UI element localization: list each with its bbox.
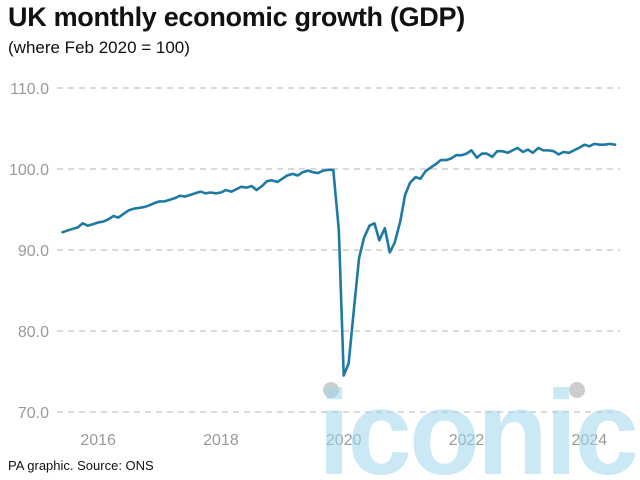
x-tick-label: 2020 bbox=[326, 432, 362, 449]
source-note: PA graphic. Source: ONS bbox=[8, 458, 154, 473]
chart-subtitle: (where Feb 2020 = 100) bbox=[8, 38, 190, 57]
gdp-series-line bbox=[61, 142, 617, 377]
watermark-text: iconic bbox=[318, 366, 636, 480]
watermark-dot-left bbox=[323, 382, 339, 398]
y-tick-label: 110.0 bbox=[10, 81, 49, 98]
x-tick-label: 2016 bbox=[80, 432, 116, 449]
x-tick-label: 2024 bbox=[572, 432, 608, 449]
gridlines bbox=[57, 87, 620, 413]
y-tick-label: 100.0 bbox=[9, 162, 49, 179]
series-layer bbox=[61, 142, 617, 377]
x-tick-label: 2022 bbox=[449, 432, 485, 449]
watermark-dot-right bbox=[569, 382, 585, 398]
y-tick-label: 80.0 bbox=[18, 324, 49, 341]
y-tick-label: 90.0 bbox=[18, 243, 49, 260]
page-title: UK monthly economic growth (GDP) bbox=[8, 2, 465, 32]
watermark: iconic bbox=[318, 366, 639, 480]
x-tick-label: 2018 bbox=[203, 432, 239, 449]
y-tick-label: 70.0 bbox=[18, 405, 49, 422]
y-axis-ticks: 70.0 80.0 90.0 100.0 110.0 bbox=[9, 81, 49, 422]
x-axis-ticks: 2016 2018 2020 2022 2024 bbox=[80, 432, 607, 449]
